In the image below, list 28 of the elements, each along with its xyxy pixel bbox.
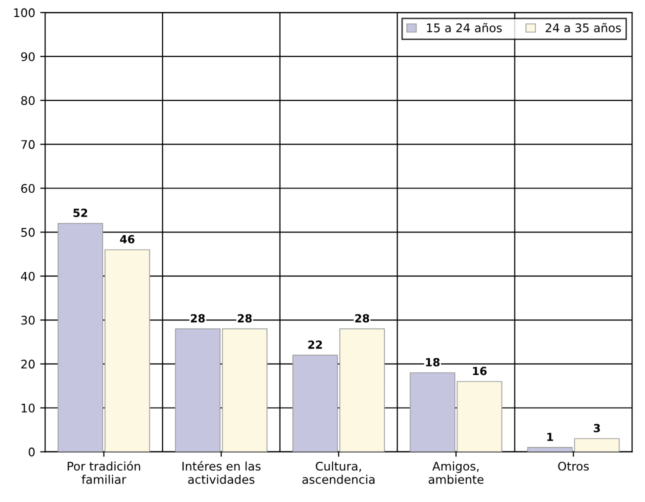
y-tick-label: 100 [14, 8, 35, 18]
legend-label: 24 a 35 años [546, 22, 621, 32]
legend-label: 15 a 24 años [427, 22, 502, 32]
x-tick-label: Intéres en las actividades [182, 461, 261, 484]
y-tick-label: 70 [21, 140, 35, 149]
data-label: 52 [73, 208, 88, 218]
y-tick-label: 80 [21, 96, 35, 106]
data-label: 28 [355, 314, 370, 322]
y-tick-label: 90 [21, 52, 35, 62]
data-label: 28 [190, 314, 205, 322]
data-label: 46 [120, 235, 134, 244]
x-tick-label: Amigos, ambiente [428, 462, 484, 484]
x-tick-label: Otros [558, 462, 589, 471]
data-label: 3 [594, 424, 600, 432]
x-tick-label: Cultura, ascendencia [302, 462, 374, 484]
y-tick-label: 20 [21, 360, 35, 369]
y-tick-label: 30 [21, 316, 35, 325]
data-label: 1 [547, 432, 554, 441]
y-tick-label: 40 [20, 272, 35, 281]
data-label: 22 [308, 340, 322, 349]
y-tick-label: 0 [28, 448, 35, 456]
y-tick-label: 10 [22, 404, 35, 413]
data-label: 18 [426, 358, 440, 366]
data-label: 16 [473, 366, 487, 376]
x-tick-label: Por tradición familiar [68, 461, 140, 484]
y-tick-label: 50 [21, 228, 35, 237]
data-label: 28 [238, 314, 252, 322]
y-tick-label: 60 [21, 184, 35, 193]
